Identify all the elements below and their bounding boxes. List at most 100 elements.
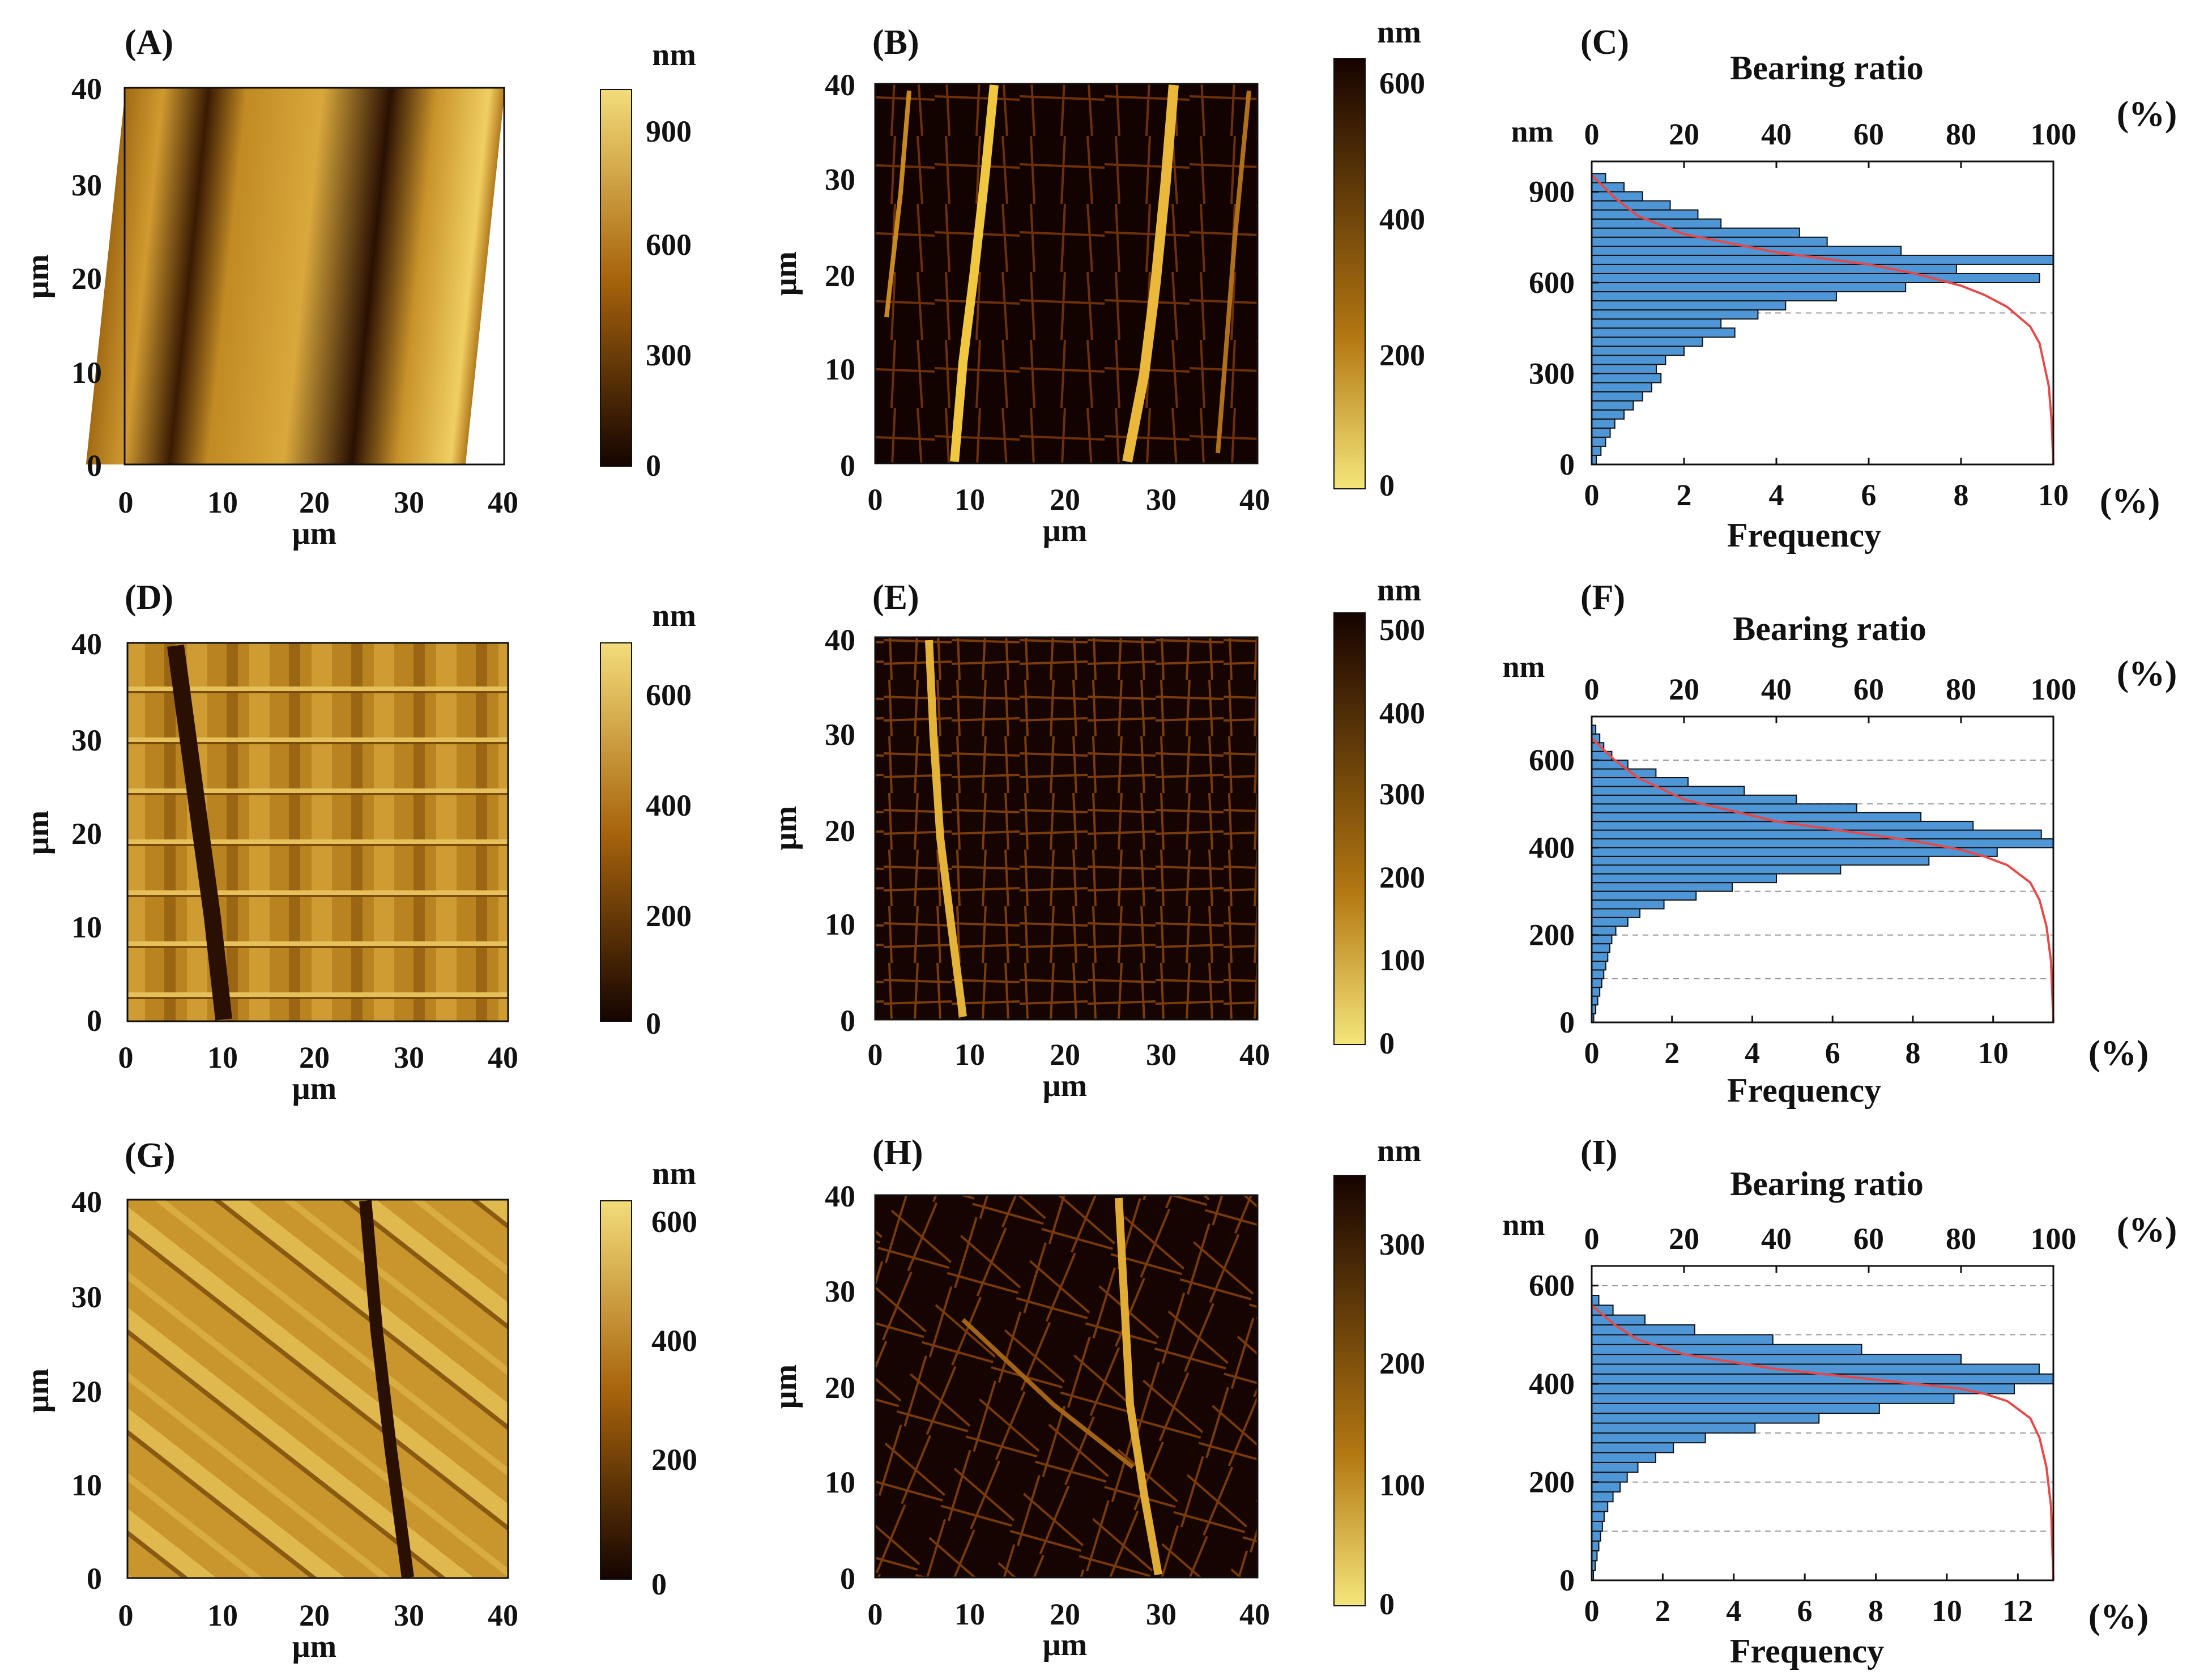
hist-bar-f-7: [1591, 952, 1609, 962]
xtick-g-0: 0: [118, 1598, 134, 1632]
xlabel-e: μm: [1043, 1068, 1087, 1103]
xtick-label-f-1: 2: [1664, 1036, 1680, 1070]
xtick-a-40: 40: [488, 485, 518, 519]
hist-bar-i-10: [1591, 1472, 1628, 1483]
hist-bar-f-21: [1591, 829, 2042, 839]
x-ticks-a: 0 10 20 30 40: [118, 485, 519, 519]
hist-bar-c-22: [1591, 254, 2054, 265]
xtick-label-c-2: 4: [1769, 478, 1784, 512]
hist-bar-i-28: [1591, 1295, 1600, 1306]
cbtick-d-0: 0: [646, 1007, 661, 1041]
hist-bar-i-4: [1591, 1530, 1601, 1542]
hist-bar-c-20: [1591, 272, 2040, 284]
ylabel-b: μm: [768, 251, 803, 296]
ytick-g-0: 0: [87, 1562, 102, 1596]
xlabel-b: μm: [1043, 513, 1087, 548]
ytick-label-c-3: 900: [1529, 175, 1575, 209]
hist-bar-c-4: [1591, 418, 1615, 429]
cbtick-d-600: 600: [646, 678, 692, 712]
height-map-g: [127, 1200, 508, 1578]
hist-bar-f-8: [1591, 943, 1610, 953]
colorbar-a: [600, 89, 632, 467]
hist-bar-c-6: [1591, 400, 1634, 411]
toptick-label-f-0: 0: [1584, 672, 1600, 706]
hist-bar-i-15: [1591, 1422, 1756, 1434]
panel-g: (G) 0 10 20 30 40 0 10 20 30 40 μm μm nm…: [20, 1136, 697, 1664]
ytick-g-30: 30: [71, 1280, 102, 1314]
hist-bar-i-22: [1591, 1354, 1962, 1365]
xtick-a-10: 10: [207, 485, 238, 519]
toptick-label-i-0: 0: [1584, 1222, 1600, 1256]
panel-i: (I) Bearing ratio nm (%) (%) Frequency 0…: [1502, 1133, 2177, 1670]
cbtick-e-500: 500: [1379, 613, 1425, 647]
ytick-label-i-0: 0: [1559, 1563, 1575, 1597]
toptick-label-i-2: 40: [1761, 1222, 1792, 1256]
toptick-label-f-1: 20: [1669, 672, 1699, 706]
ylabel-e: μm: [768, 806, 803, 850]
xtick-label-c-0: 0: [1584, 478, 1600, 512]
ylabel-c: nm: [1511, 114, 1553, 148]
xtick-h-0: 0: [868, 1597, 883, 1631]
colorbar-unit-h: nm: [1377, 1133, 1421, 1169]
ytick-e-0: 0: [840, 1004, 855, 1038]
toptick-label-c-3: 60: [1853, 117, 1884, 151]
xtick-d-0: 0: [118, 1041, 134, 1074]
xtick-d-40: 40: [488, 1041, 518, 1074]
ylabel-a: μm: [20, 254, 56, 299]
ylabel-i: nm: [1502, 1208, 1545, 1242]
hist-bar-i-9: [1591, 1481, 1621, 1493]
cbtick-b-400: 400: [1379, 202, 1425, 236]
ylabel-d: μm: [20, 811, 56, 855]
crack-ridge-h1: [1115, 1197, 1162, 1576]
ytick-label-c-1: 300: [1529, 357, 1575, 391]
xtick-label-i-2: 4: [1726, 1594, 1741, 1628]
xtick-b-30: 30: [1146, 483, 1177, 517]
ytick-e-40: 40: [825, 623, 855, 657]
hist-bar-c-2: [1591, 436, 1606, 447]
plot-frame-f: [1591, 715, 2054, 1024]
ytick-a-20: 20: [71, 262, 102, 296]
hist-bar-f-11: [1591, 916, 1629, 927]
hist-bar-f-12: [1591, 908, 1641, 918]
hist-bar-c-13: [1591, 336, 1703, 347]
cbtick-a-300: 300: [646, 338, 692, 372]
toptick-label-f-4: 80: [1946, 672, 1976, 706]
ytick-h-10: 10: [825, 1465, 855, 1499]
hist-bar-f-9: [1591, 934, 1613, 945]
xtick-h-10: 10: [954, 1597, 985, 1631]
cbtick-h-300: 300: [1379, 1227, 1425, 1261]
ytick-g-40: 40: [71, 1185, 102, 1219]
xtick-g-30: 30: [394, 1598, 424, 1632]
xlabel-a: μm: [292, 516, 336, 551]
hist-bar-f-13: [1591, 899, 1665, 910]
panel-label-b: (B): [872, 23, 919, 62]
xtick-label-c-3: 6: [1861, 478, 1877, 512]
hist-bar-c-8: [1591, 382, 1652, 393]
toptick-label-i-1: 20: [1669, 1222, 1699, 1256]
colorbar-unit-d: nm: [652, 598, 696, 633]
xtick-label-c-4: 8: [1954, 478, 1969, 512]
cbtick-a-900: 900: [646, 114, 692, 148]
toptick-label-f-2: 40: [1761, 672, 1792, 706]
hist-bar-i-14: [1591, 1432, 1706, 1444]
xlabel-f: Frequency: [1727, 1072, 1881, 1109]
hist-bar-i-16: [1591, 1413, 1820, 1424]
xtick-label-f-4: 8: [1905, 1036, 1920, 1070]
xtick-e-20: 20: [1050, 1038, 1080, 1072]
hist-bar-i-25: [1591, 1324, 1695, 1336]
xtick-g-40: 40: [488, 1598, 518, 1632]
ytick-label-c-0: 0: [1559, 447, 1575, 481]
xtick-d-10: 10: [207, 1041, 238, 1074]
top-axis-title-c: Bearing ratio: [1730, 49, 1924, 87]
crack-ridge-b1: [950, 84, 999, 462]
cbtick-e-0: 0: [1379, 1026, 1395, 1060]
hist-bar-i-12: [1591, 1452, 1656, 1463]
ytick-label-c-2: 600: [1529, 266, 1575, 300]
top-unit-i: (%): [2117, 1209, 2177, 1250]
xtick-g-10: 10: [207, 1598, 238, 1632]
panel-label-e: (E): [872, 578, 919, 617]
xtick-label-i-4: 8: [1868, 1594, 1883, 1628]
colorbar-unit-b: nm: [1377, 15, 1421, 50]
ytick-e-20: 20: [825, 814, 855, 848]
